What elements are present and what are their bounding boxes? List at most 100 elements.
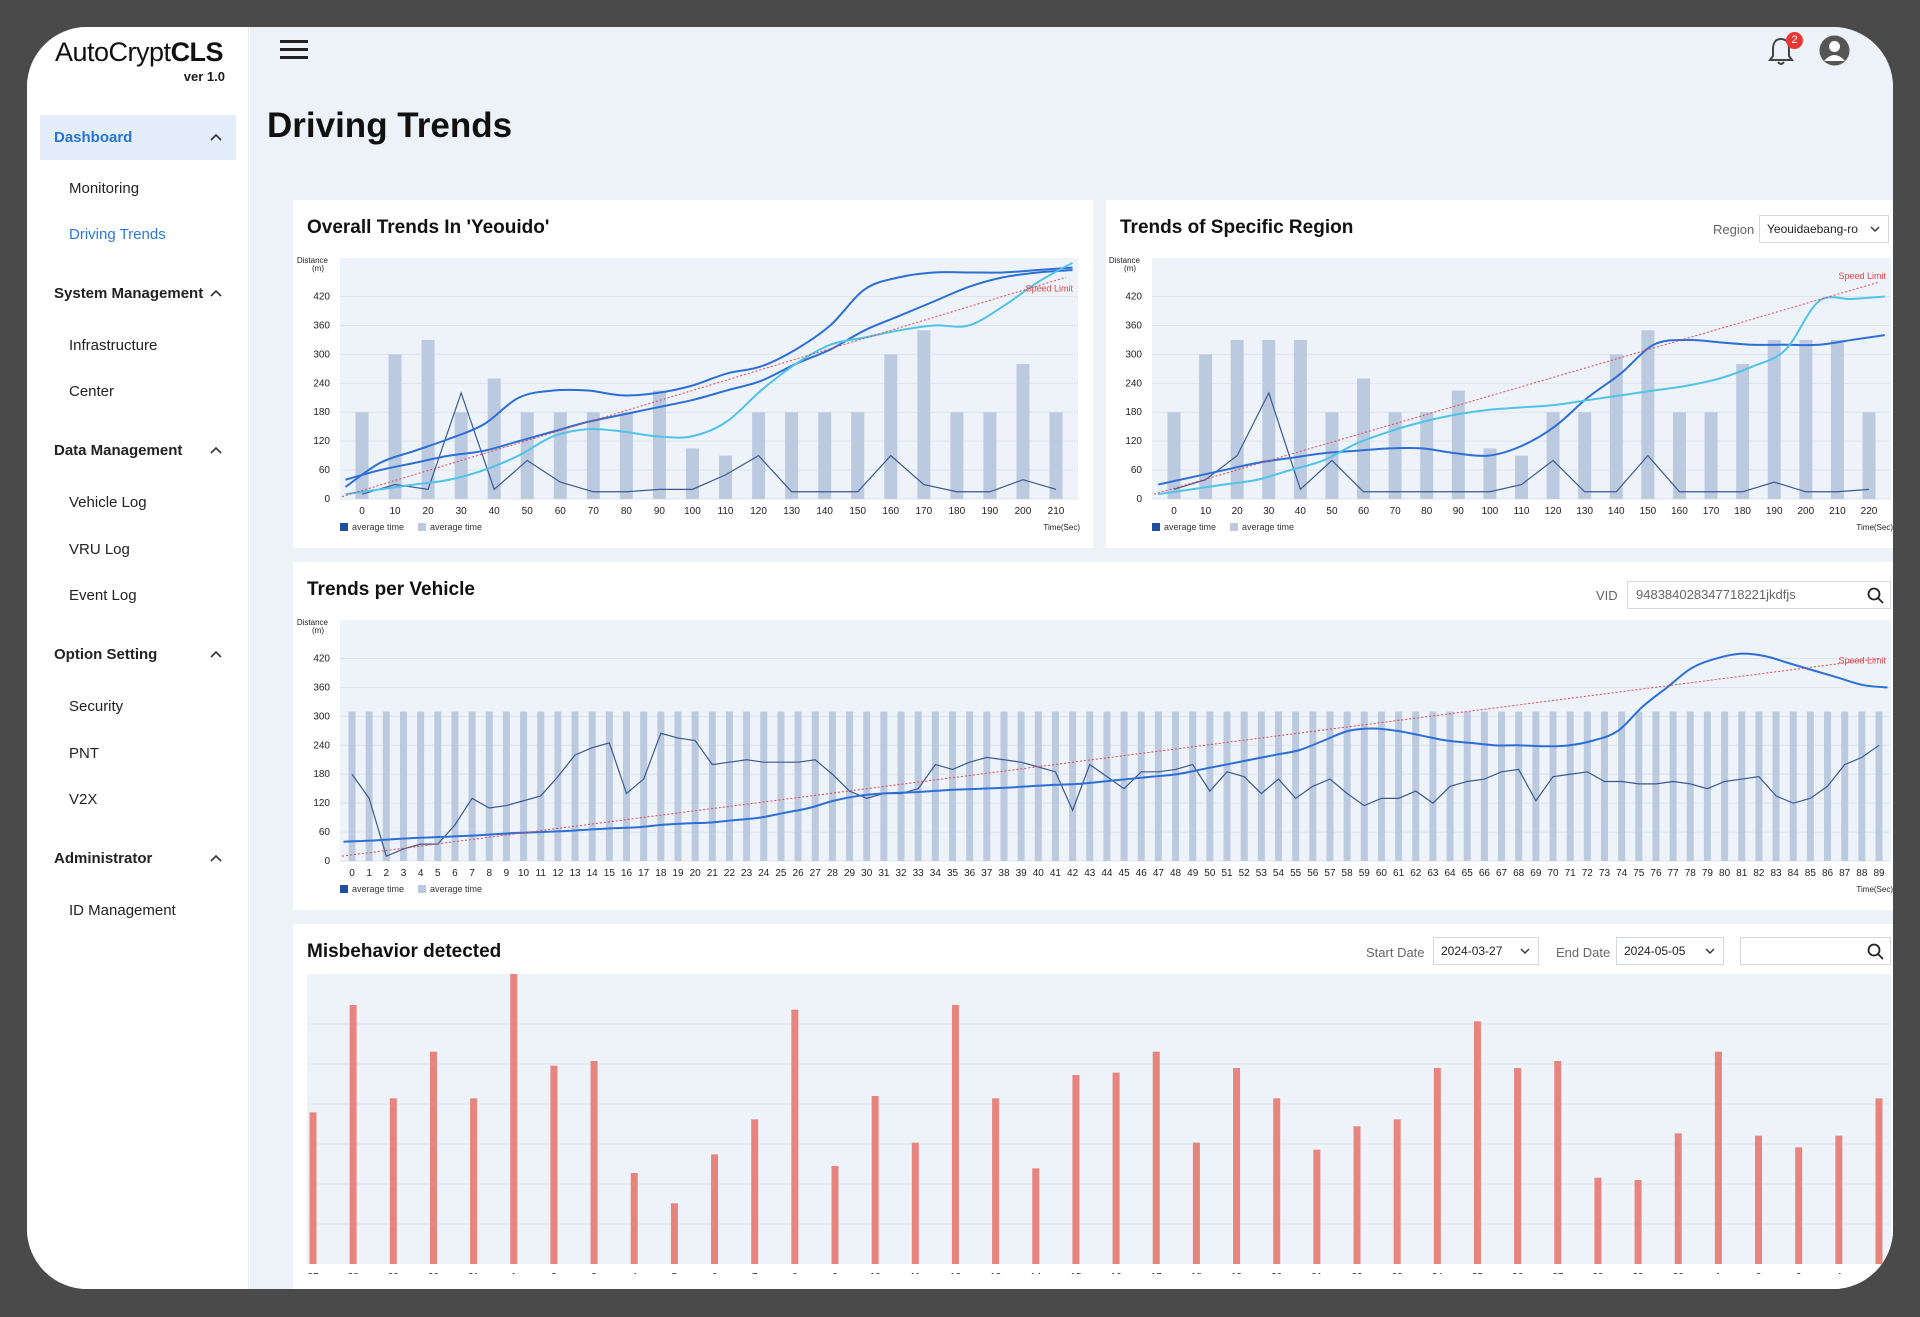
sidebar-item-id-management[interactable]: ID Management [69,902,176,919]
sidebar-item-center[interactable]: Center [69,383,115,400]
x-tick-label: 78 [1685,868,1697,879]
bar [382,711,390,861]
vehicle-trends-title: Trends per Vehicle [307,579,475,600]
nav-group-data-management[interactable]: Data Management [40,428,236,473]
x-tick-label: 40 [489,506,501,517]
bar [1799,339,1813,499]
bar [1483,448,1497,499]
bar [983,412,997,499]
bar [1736,364,1750,499]
x-tick-label: 29 [1633,1272,1645,1274]
chevron-up-icon [210,133,222,141]
x-tick-label: 6 [712,1272,718,1274]
nav-group-label: Option Setting [54,646,158,663]
x-tick-label: 25 [1472,1272,1484,1274]
sidebar-item-vru-log[interactable]: VRU Log [69,541,130,558]
bar [1016,364,1030,499]
bar [1600,711,1608,861]
bar [1714,1051,1722,1264]
x-tick-label: 20 [1271,1272,1283,1274]
x-tick-label: 56 [1307,868,1319,879]
sidebar-item-driving-trends[interactable]: Driving Trends [69,226,166,243]
vid-search-input[interactable]: 948384028347718221jkdfjs [1627,581,1891,609]
bar [1120,711,1128,861]
x-tick-label: 8 [486,868,492,879]
bar [1554,1061,1562,1264]
x-tick-label: 26 [1512,1272,1524,1274]
nav-group-option-setting[interactable]: Option Setting [40,632,236,677]
sidebar-item-monitoring[interactable]: Monitoring [69,180,140,197]
nav-group-dashboard[interactable]: Dashboard [40,115,236,160]
bar [1274,711,1282,861]
x-tick-label: 0 [349,868,355,879]
bar [399,711,407,861]
vehicle-trends-card: Trends per Vehicle VID 94838402834771822… [293,562,1893,910]
x-tick-label: 23 [1392,1272,1404,1274]
x-tick-label: 45 [1119,868,1131,879]
x-tick-label: 69 [1530,868,1542,879]
y-axis-unit: (m) [1124,264,1136,273]
bar [1634,1180,1642,1264]
bar [950,412,964,499]
brand-logo[interactable]: AutoCryptCLS ver 1.0 [55,37,225,84]
bar [355,412,369,499]
x-tick-label: 160 [1671,506,1688,517]
bar [917,330,931,499]
sidebar-item-pnt[interactable]: PNT [69,745,99,762]
bar [871,1096,879,1264]
end-date-select[interactable]: 2024-05-05 [1616,937,1724,965]
x-tick-label: 43 [1084,868,1096,879]
legend-label: average time [352,884,404,894]
bar [550,1065,558,1264]
bar [1566,711,1574,861]
x-tick-label: 30 [456,506,468,517]
x-tick-label: 81 [1736,868,1748,879]
bar [785,412,799,499]
start-date-label: Start Date [1366,945,1425,960]
x-tick-label: 11 [910,1272,921,1274]
brand-suffix: CLS [170,37,224,67]
x-tick-label: 82 [1753,868,1765,879]
sidebar-item-security[interactable]: Security [69,698,124,715]
region-select[interactable]: Yeouidaebang-ro [1759,215,1889,243]
nav-group-system-management[interactable]: System Management [40,271,236,316]
bar [586,412,600,499]
sidebar-item-event-log[interactable]: Event Log [69,587,137,604]
bar [1583,711,1591,861]
bar [349,1005,357,1264]
misbehavior-search-input[interactable] [1740,937,1891,965]
hamburger-menu-icon[interactable] [278,37,310,63]
x-tick-label: 18 [655,868,667,879]
bar [992,1098,1000,1264]
sidebar-item-infrastructure[interactable]: Infrastructure [69,337,158,354]
x-axis-title: Time(Sec) [1856,523,1893,532]
bar [1515,711,1523,861]
start-date-select[interactable]: 2024-03-27 [1433,937,1539,965]
search-icon[interactable] [1867,587,1884,604]
x-tick-label: 37 [981,868,993,879]
x-tick-label: 85 [1805,868,1817,879]
user-avatar-icon[interactable] [1818,34,1851,67]
x-tick-label: 67 [1496,868,1508,879]
x-tick-label: 40 [1295,506,1307,517]
bar [1199,354,1213,499]
x-tick-label: 31 [468,1272,480,1274]
overall-trends-card: Overall Trends In 'Yeouido' 0 60 120 180 240… [293,200,1093,548]
bar [1257,711,1265,861]
sidebar-item-v2x[interactable]: V2X [69,791,98,808]
bar [1357,378,1371,499]
end-date-value: 2024-05-05 [1624,944,1686,958]
search-icon[interactable] [1867,943,1884,960]
bar [914,711,922,861]
x-tick-label: 39 [1016,868,1028,879]
brand-prefix: AutoCrypt [55,37,171,67]
nav-group-administrator[interactable]: Administrator [40,836,236,881]
bar [708,711,716,861]
x-tick-label: 2 [1756,1272,1762,1274]
sidebar-item-vehicle-log[interactable]: Vehicle Log [69,494,147,511]
bar [863,711,871,861]
bar [983,711,991,861]
main-content: 2 Driving Trends Overall Trends In 'Yeou… [250,27,1893,1289]
bar [691,711,699,861]
end-date-label: End Date [1556,945,1611,960]
